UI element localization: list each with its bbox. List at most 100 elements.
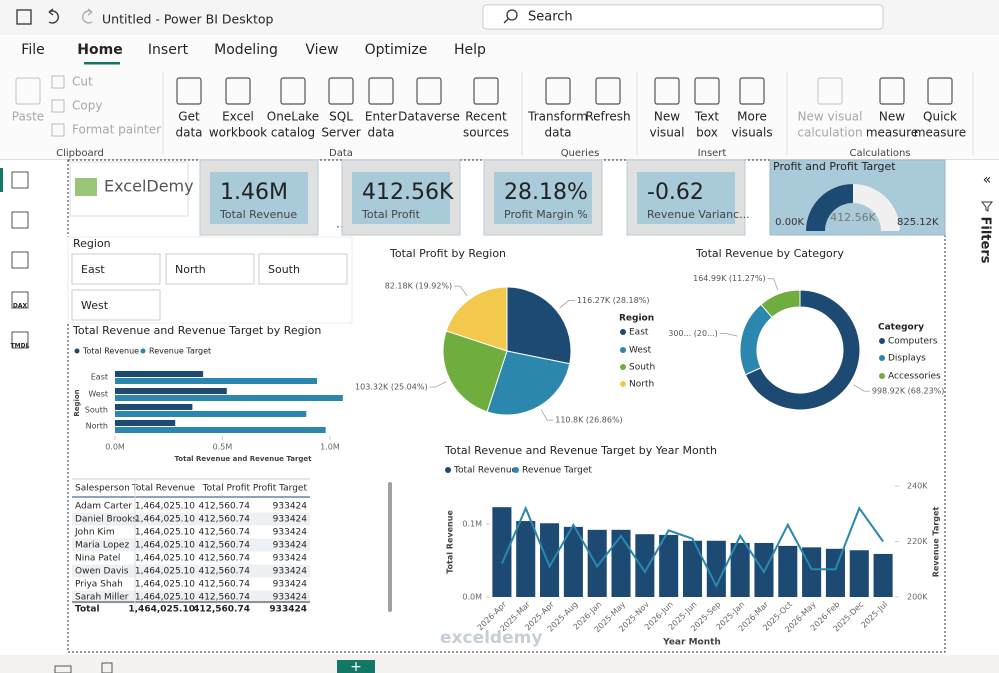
ribbon-button[interactable]: measure — [866, 126, 918, 140]
ribbon-button[interactable]: New — [879, 110, 905, 124]
slicer-item[interactable]: East — [81, 263, 105, 276]
slicer-button[interactable] — [71, 253, 161, 285]
table-scrollbar[interactable] — [388, 482, 392, 612]
status-bar — [0, 655, 999, 673]
ribbon-icon — [927, 77, 953, 105]
slicer-button[interactable] — [258, 253, 348, 285]
nav-icon[interactable] — [11, 171, 29, 189]
table-cell: 1,464,025.10 — [135, 541, 195, 551]
slice — [442, 330, 508, 413]
ribbon-button[interactable]: workbook — [209, 126, 267, 140]
ribbon-button[interactable]: Excel — [222, 110, 254, 124]
ribbon-button[interactable]: data — [175, 126, 202, 140]
collapse-icon[interactable]: « — [983, 172, 992, 188]
ribbon-button[interactable]: Refresh — [585, 110, 630, 124]
ribbon-button[interactable]: New visual — [798, 110, 863, 124]
nav-icon[interactable] — [11, 211, 29, 229]
bar — [115, 411, 307, 417]
table-cell: 933424 — [273, 567, 308, 577]
menu-tab[interactable]: File — [21, 42, 44, 58]
chart-title: Total Revenue by Category — [695, 247, 844, 260]
table-cell: Total — [75, 605, 100, 615]
legend-label: Displays — [888, 354, 926, 364]
table-cell: 412,560.74 — [198, 528, 250, 538]
bar — [115, 404, 193, 410]
ribbon-button[interactable]: OneLake — [267, 110, 319, 124]
menu-tab[interactable]: Home — [77, 42, 122, 58]
ribbon-button[interactable]: data — [544, 126, 571, 140]
slicer-item[interactable]: West — [81, 299, 109, 312]
page-tab-add[interactable] — [337, 660, 375, 673]
legend-swatch — [513, 467, 519, 473]
table-cell: 1,464,025.10 — [128, 605, 195, 615]
menu-tab[interactable]: Optimize — [365, 42, 428, 58]
ribbon-button[interactable]: measure — [914, 126, 966, 140]
search-box[interactable] — [482, 4, 884, 30]
ribbon-group-label: Clipboard — [56, 148, 104, 159]
ribbon-button[interactable]: visual — [650, 126, 685, 140]
y-tick-label: East — [91, 373, 108, 382]
gauge-value-label: 412.56K — [830, 211, 876, 224]
legend-swatch — [879, 338, 885, 344]
legend-swatch — [445, 467, 451, 473]
ribbon-button[interactable]: Recent — [465, 110, 507, 124]
ribbon-button[interactable]: data — [367, 126, 394, 140]
ribbon-button[interactable]: Paste — [12, 110, 44, 124]
slicer-button[interactable] — [165, 253, 255, 285]
filters-label[interactable]: Filters — [978, 217, 993, 264]
bar — [115, 427, 326, 433]
ribbon-button[interactable]: box — [696, 126, 718, 140]
ribbon-button[interactable]: Cut — [72, 75, 93, 89]
ribbon-button[interactable]: Transform — [527, 110, 588, 124]
legend-swatch — [620, 329, 626, 335]
ribbon-button[interactable]: Text — [694, 110, 720, 124]
menu-tab[interactable]: View — [305, 42, 338, 58]
slice — [445, 286, 508, 352]
save-icon[interactable] — [16, 9, 32, 25]
leader-line — [767, 278, 779, 291]
ribbon-button[interactable]: catalog — [271, 126, 315, 140]
ribbon-icon — [654, 77, 680, 105]
slicer-item[interactable]: South — [268, 263, 300, 276]
logo-text: ExcelDemy — [104, 177, 194, 196]
ribbon-button[interactable]: visuals — [731, 126, 772, 140]
ribbon-icon — [51, 99, 65, 113]
slicer-item[interactable]: North — [175, 263, 206, 276]
ribbon-button[interactable]: Dataverse — [398, 110, 460, 124]
ribbon-button[interactable]: sources — [463, 126, 509, 140]
nav-icon[interactable] — [11, 291, 29, 309]
x-axis-title: Total Revenue and Revenue Target — [174, 455, 312, 463]
menu-tab[interactable]: Modeling — [214, 42, 278, 58]
table-cell: 412,560.74 — [198, 554, 250, 564]
bar — [540, 523, 560, 597]
ribbon-button[interactable]: calculation — [797, 126, 862, 140]
legend-label: Revenue Target — [522, 466, 592, 476]
ribbon-button[interactable]: Copy — [72, 99, 102, 113]
nav-icon[interactable] — [11, 331, 29, 349]
y2-tick-label: 200K — [907, 593, 928, 602]
table-cell: 1,464,025.10 — [135, 515, 195, 525]
bar — [849, 550, 869, 597]
nav-icon[interactable] — [11, 251, 29, 269]
bar — [115, 378, 318, 384]
ribbon-button[interactable]: Quick — [923, 110, 957, 124]
table-cell: 1,464,025.10 — [135, 502, 195, 512]
ribbon-button[interactable]: SQL — [329, 110, 353, 124]
search-text[interactable]: Search — [528, 10, 573, 25]
filters-pane — [962, 160, 999, 655]
slicer-button[interactable] — [71, 289, 161, 321]
ribbon-button[interactable]: Get — [178, 110, 200, 124]
bar — [706, 540, 726, 597]
undo-icon[interactable] — [48, 8, 59, 24]
table-cell: 412,560.74 — [198, 541, 250, 551]
data-label: 998.92K (68.23%) — [872, 387, 945, 396]
ribbon-button[interactable]: Format painter — [72, 123, 161, 137]
table-row-bg — [72, 512, 310, 526]
ribbon-button[interactable]: Enter — [365, 110, 397, 124]
ribbon-button[interactable]: Server — [321, 126, 360, 140]
menu-tab[interactable]: Insert — [148, 42, 189, 58]
gauge-tick-label: 0.00K — [775, 217, 804, 228]
ribbon-button[interactable]: More — [737, 110, 767, 124]
ribbon-button[interactable]: New — [654, 110, 680, 124]
menu-tab[interactable]: Help — [454, 42, 486, 58]
